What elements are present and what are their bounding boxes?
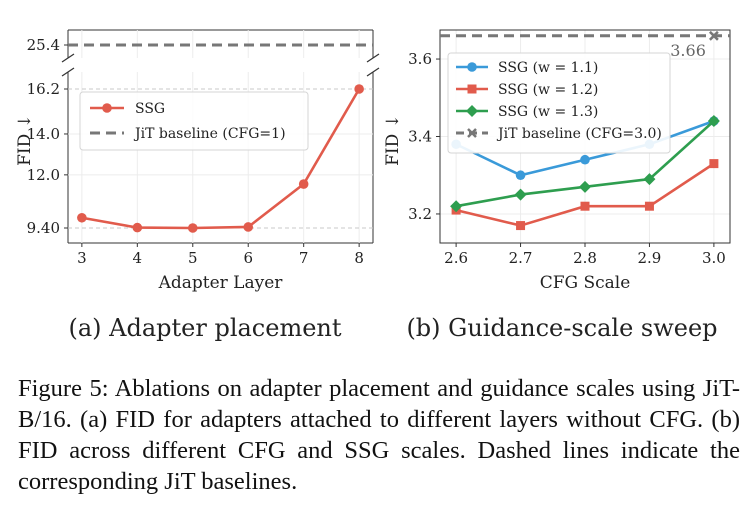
legend-label: SSG (w = 1.1) (498, 60, 598, 76)
data-point (709, 159, 719, 169)
legend: SSG JiT baseline (CFG=1) (79, 91, 309, 151)
data-point (77, 212, 87, 223)
y-axis-label: FID ↓ (15, 114, 35, 166)
data-point (707, 115, 720, 128)
axis-break-mark (366, 53, 380, 63)
baseline-annotation: 3.66 (670, 41, 706, 60)
x-axis-label: CFG Scale (540, 273, 631, 293)
data-point (298, 179, 309, 189)
data-point (187, 223, 198, 233)
legend-marker (467, 62, 477, 72)
chart-panel-a: 25.4 9.40 12.0 14.0 16.2 3 4 5 6 7 8 Adapter Layer F… (15, 29, 380, 342)
x-tick-label: 2.8 (573, 249, 597, 267)
x-tick-label: 4 (133, 249, 143, 267)
x-tick-label: 3 (77, 249, 87, 267)
legend-label: SSG (w = 1.2) (498, 82, 598, 98)
panel-caption: (a) Adapter placement (68, 314, 341, 342)
x-tick-label: 5 (188, 249, 198, 267)
legend-box (79, 91, 309, 151)
data-point (514, 188, 527, 201)
y-tick-label: 16.2 (27, 80, 60, 98)
y-tick-label: 12.0 (27, 166, 60, 184)
data-point (516, 221, 526, 231)
legend-marker (467, 84, 477, 94)
y-axis-label: FID ↓ (383, 114, 403, 166)
y-tick-label: 3.2 (408, 205, 432, 223)
figure-caption: Figure 5: Ablations on adapter placement… (18, 375, 740, 495)
axis-break-mark (366, 67, 380, 77)
legend-label: JiT baseline (CFG=3.0) (496, 126, 662, 142)
data-point (354, 84, 364, 94)
y-tick-label: 25.4 (27, 36, 60, 54)
data-point (644, 201, 654, 211)
x-tick-label: 2.6 (444, 249, 468, 267)
x-tick-label: 8 (354, 249, 364, 267)
legend-label: JiT baseline (CFG=1) (133, 126, 286, 142)
series-line (81, 88, 361, 230)
legend-box (447, 52, 671, 154)
data-point (580, 154, 590, 165)
x-tick-label: 6 (243, 249, 253, 267)
y-tick-label: 3.4 (408, 128, 432, 146)
data-point (450, 200, 463, 213)
x-tick-label: 2.7 (509, 249, 533, 267)
y-tick-label: 9.40 (27, 219, 60, 237)
data-point (515, 170, 526, 181)
y-tick-label: 14.0 (27, 125, 60, 143)
chart-panel-b: 3.66 3.2 3.4 3.6 2.6 2.7 2.8 2.9 3.0 CFG Scale FID… (383, 29, 731, 342)
data-point (579, 180, 591, 193)
legend-marker (102, 103, 112, 113)
x-tick-label: 7 (299, 249, 309, 267)
axis-break-mark (61, 67, 75, 77)
legend-marker (466, 105, 478, 117)
legend-marker (467, 128, 477, 138)
data-point (580, 201, 590, 211)
axis-break-mark (61, 53, 75, 63)
data-point (132, 222, 143, 233)
baseline-marker (709, 30, 719, 41)
x-axis-label: Adapter Layer (158, 273, 284, 293)
data-point (643, 173, 656, 186)
legend-label: SSG (w = 1.3) (498, 104, 598, 120)
x-tick-label: 2.9 (638, 249, 662, 267)
legend-label: SSG (135, 101, 165, 117)
panel-caption: (b) Guidance-scale sweep (406, 314, 717, 342)
legend: SSG (w = 1.1) SSG (w = 1.2) SSG (w = 1.3) J… (447, 52, 671, 154)
y-tick-label: 3.6 (408, 50, 432, 68)
data-point (243, 222, 254, 232)
x-tick-label: 3.0 (702, 249, 726, 267)
